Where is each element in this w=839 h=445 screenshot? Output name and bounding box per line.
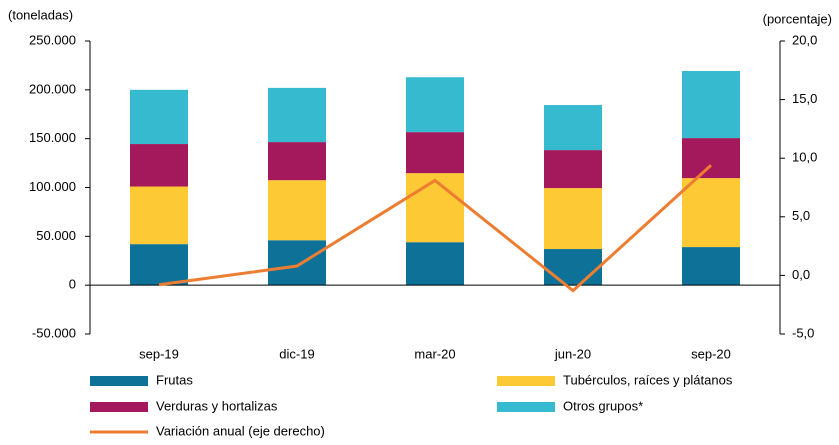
y2-tick-label: 5,0: [792, 208, 810, 223]
bar-segment: [406, 77, 464, 133]
y2-tick-label: 10,0: [792, 150, 817, 165]
bar-segment: [268, 87, 326, 143]
x-tick-label: sep-19: [139, 346, 179, 361]
bar-segment: [682, 138, 740, 179]
y2-tick-label: 20,0: [792, 32, 817, 47]
y-tick-label: 150.000: [29, 130, 76, 145]
bar-segment: [544, 249, 602, 286]
legend-label: Frutas: [156, 372, 193, 387]
y-tick-label: 250.000: [29, 32, 76, 47]
bar-segment: [544, 150, 602, 189]
bar-segment: [544, 188, 602, 250]
y-tick-label: -50.000: [32, 325, 76, 340]
bar-segment: [406, 173, 464, 243]
bar-segment: [268, 240, 326, 286]
bar-segment: [130, 89, 188, 145]
x-tick-label: jun-20: [554, 346, 591, 361]
legend-label: Otros grupos*: [563, 398, 643, 413]
bar-segment: [682, 247, 740, 286]
bar-segment: [406, 132, 464, 174]
legend-swatch: [497, 376, 555, 386]
legend-label: Variación anual (eje derecho): [156, 423, 325, 438]
x-tick-label: sep-20: [691, 346, 731, 361]
bar-segment: [130, 186, 188, 245]
bar-segment: [406, 242, 464, 286]
y2-axis-title: (porcentaje): [763, 11, 832, 26]
bar-segment: [130, 244, 188, 286]
y-tick-label: 0: [69, 277, 76, 292]
bar-segment: [544, 105, 602, 151]
bar-segment: [682, 70, 740, 139]
bar-segment: [268, 180, 326, 241]
bar-segment: [682, 178, 740, 248]
y-tick-label: 50.000: [36, 228, 76, 243]
legend-swatch: [497, 402, 555, 412]
legend-swatch: [90, 402, 148, 412]
legend-label: Verduras y hortalizas: [156, 398, 278, 413]
y2-tick-label: -5,0: [792, 325, 814, 340]
x-tick-label: mar-20: [414, 346, 455, 361]
legend-swatch: [90, 376, 148, 386]
y-tick-label: 100.000: [29, 179, 76, 194]
y-axis-title: (toneladas): [8, 7, 73, 22]
bar-segment: [268, 142, 326, 181]
legend-label: Tubérculos, raíces y plátanos: [563, 372, 733, 387]
y-tick-label: 200.000: [29, 81, 76, 96]
bar-segment: [130, 144, 188, 187]
line-series: [158, 164, 713, 293]
y2-tick-label: 0,0: [792, 267, 810, 282]
x-tick-label: dic-19: [279, 346, 314, 361]
y2-tick-label: 15,0: [792, 91, 817, 106]
